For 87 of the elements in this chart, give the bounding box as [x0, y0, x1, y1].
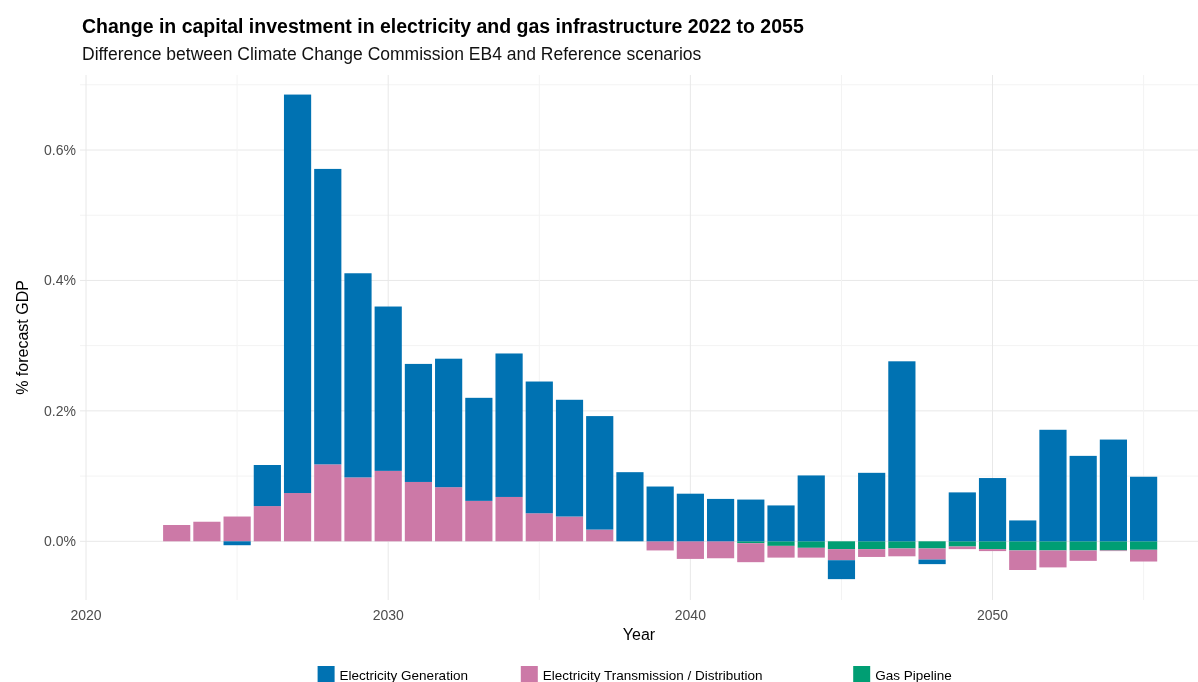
- bar: [858, 472, 886, 542]
- bar: [555, 516, 584, 542]
- bar: [1130, 541, 1158, 550]
- chart-title: Change in capital investment in electricity and gas infrastructure 2022 to 2055: [82, 15, 804, 37]
- bar: [1039, 541, 1067, 551]
- x-tick-label: 2040: [674, 607, 707, 623]
- legend-label: Electricity Generation: [339, 668, 468, 682]
- bar: [525, 513, 553, 542]
- bar: [344, 273, 372, 478]
- bar: [314, 464, 342, 542]
- bar: [737, 499, 765, 542]
- bar: [706, 541, 735, 559]
- bar: [797, 475, 825, 542]
- bar: [827, 541, 856, 550]
- bar: [1009, 550, 1037, 570]
- bar: [253, 465, 281, 507]
- x-tick-label: 2030: [372, 607, 404, 623]
- bar: [767, 545, 795, 558]
- y-tick-label: 0.2%: [44, 402, 76, 419]
- bar: [223, 541, 251, 546]
- bar: [888, 541, 916, 549]
- bar: [1099, 439, 1127, 542]
- legend-label: Gas Pipeline: [875, 668, 952, 682]
- bar: [404, 363, 433, 482]
- bar: [465, 500, 493, 542]
- bar: [465, 397, 493, 501]
- bar: [374, 470, 402, 542]
- bar: [1069, 541, 1097, 551]
- bar: [1009, 520, 1037, 542]
- bar: [555, 399, 584, 517]
- bar: [404, 481, 433, 542]
- legend-label: Electricity Transmission / Distribution: [542, 668, 763, 682]
- bar: [223, 516, 251, 542]
- bar: [978, 541, 1007, 550]
- bar: [586, 416, 614, 530]
- bar: [888, 548, 916, 557]
- bar: [646, 486, 674, 542]
- bar: [797, 547, 825, 558]
- bar: [1130, 476, 1158, 542]
- bar: [767, 505, 795, 542]
- y-axis-title: % forecast GDP: [14, 280, 31, 395]
- bar: [978, 478, 1007, 542]
- bar: [676, 541, 704, 559]
- y-tick-label: 0.0%: [44, 533, 76, 550]
- bar: [495, 353, 523, 497]
- bar: [827, 549, 856, 561]
- bar: [1069, 455, 1097, 542]
- bar: [616, 472, 644, 542]
- bar: [314, 168, 342, 465]
- bar: [858, 541, 886, 550]
- bar: [374, 306, 402, 471]
- bar: [586, 529, 614, 542]
- bar: [706, 498, 735, 542]
- y-tick-label: 0.4%: [44, 272, 76, 289]
- x-axis-title: Year: [622, 626, 656, 643]
- bar: [948, 541, 976, 547]
- bar: [1009, 541, 1037, 551]
- bar: [1069, 550, 1097, 561]
- bar: [435, 358, 463, 488]
- bar: [797, 541, 825, 548]
- bar: [283, 94, 312, 494]
- y-tick-label: 0.6%: [44, 141, 76, 158]
- bar: [344, 477, 372, 542]
- bar: [525, 381, 553, 514]
- bar: [888, 361, 916, 542]
- bar: [918, 548, 946, 560]
- bar: [193, 521, 221, 542]
- bar: [1039, 550, 1067, 568]
- bar: [676, 493, 704, 542]
- bar: [767, 541, 795, 546]
- bar: [858, 549, 886, 557]
- bar: [1039, 429, 1067, 542]
- bar: [1099, 541, 1127, 551]
- bar: [495, 496, 523, 542]
- bar: [253, 506, 281, 542]
- x-tick-label: 2050: [976, 607, 1009, 623]
- bar: [646, 541, 674, 551]
- bar: [435, 487, 463, 542]
- bar: [283, 493, 312, 542]
- bar: [163, 525, 191, 542]
- bar: [827, 560, 856, 580]
- bar: [1130, 549, 1158, 562]
- bar: [948, 492, 976, 542]
- chart-subtitle: Difference between Climate Change Commission EB4 and Reference scenarios: [82, 44, 702, 64]
- x-tick-label: 2020: [70, 607, 102, 623]
- bar: [918, 541, 946, 549]
- bar: [737, 543, 765, 563]
